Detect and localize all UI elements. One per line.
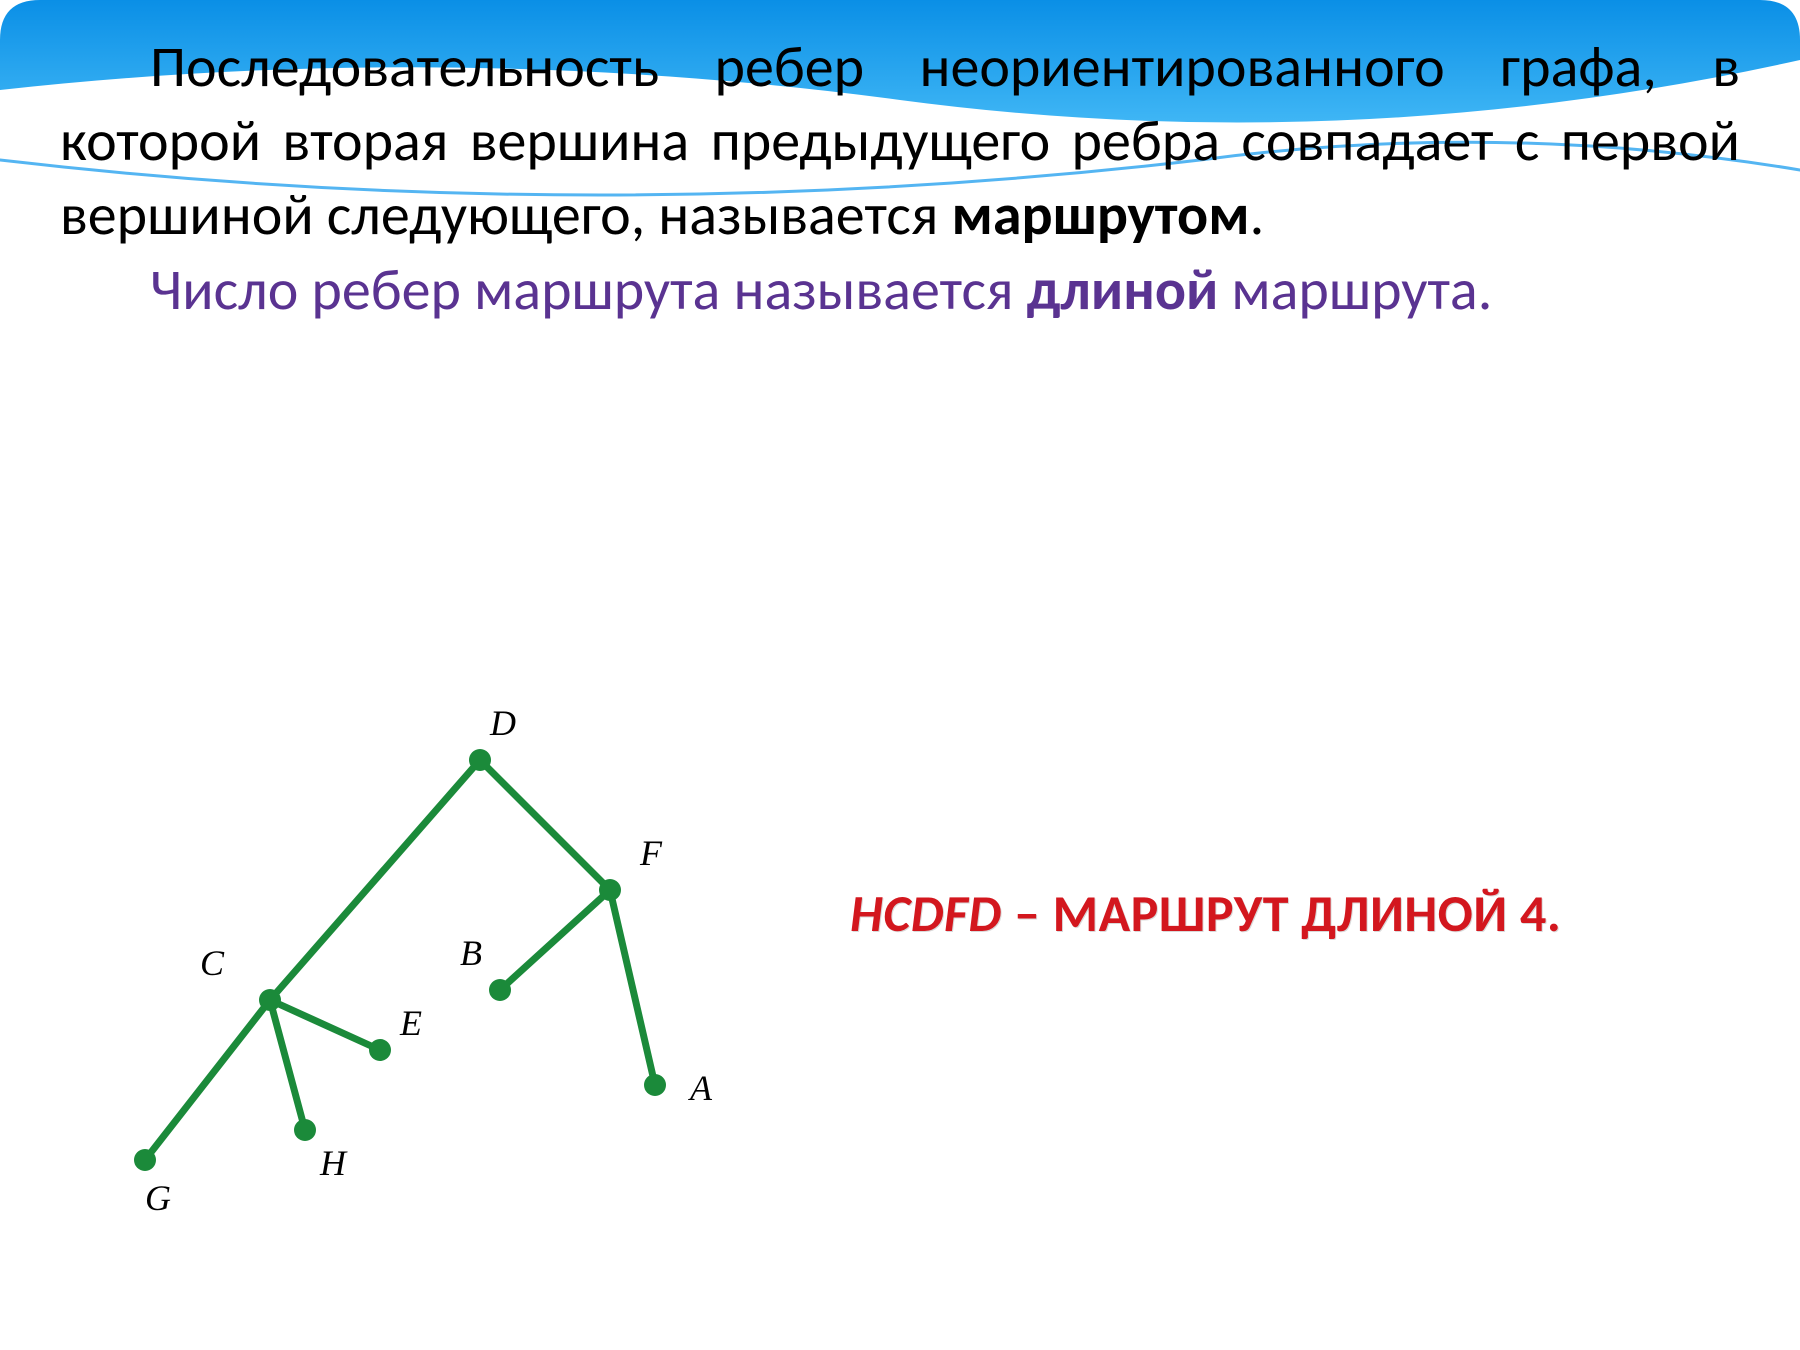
graph-edge bbox=[270, 1000, 305, 1130]
graph-node-label: H bbox=[319, 1143, 348, 1183]
graph-edge bbox=[270, 760, 480, 1000]
graph-node bbox=[489, 979, 511, 1001]
graph-diagram: D F B A C E H G bbox=[90, 650, 810, 1270]
graph-node-label: C bbox=[200, 943, 225, 983]
graph-edge bbox=[145, 1000, 270, 1160]
definition-text: Последовательность ребер неориентированн… bbox=[60, 30, 1740, 327]
graph-node bbox=[599, 879, 621, 901]
graph-node bbox=[644, 1074, 666, 1096]
graph-node-label: F bbox=[639, 833, 663, 873]
graph-node bbox=[369, 1039, 391, 1061]
graph-edge bbox=[500, 890, 610, 990]
graph-node-label: G bbox=[145, 1178, 171, 1218]
para2-post: маршрута. bbox=[1218, 254, 1492, 325]
graph-node-label: D bbox=[489, 703, 516, 743]
para1-pre: Последовательность ребер неориентированн… bbox=[60, 31, 1740, 250]
slide: Последовательность ребер неориентированн… bbox=[0, 0, 1800, 1350]
para1-bold: маршрутом bbox=[952, 179, 1250, 250]
graph-edge bbox=[270, 1000, 380, 1050]
graph-edge bbox=[480, 760, 610, 890]
para2-pre: Число ребер маршрута называется bbox=[150, 254, 1027, 325]
graph-node-label: E bbox=[399, 1003, 422, 1043]
route-post: . bbox=[1547, 881, 1561, 945]
graph-node bbox=[134, 1149, 156, 1171]
route-caption: HCDFD – МАРШРУТ ДЛИНОЙ 4. bbox=[850, 880, 1670, 948]
graph-node-label: B bbox=[460, 933, 482, 973]
graph-node bbox=[469, 749, 491, 771]
graph-node bbox=[259, 989, 281, 1011]
route-sequence: HCDFD bbox=[850, 881, 1002, 945]
para2-bold: длиной bbox=[1027, 254, 1219, 325]
route-mid: – МАРШРУТ ДЛИНОЙ bbox=[1002, 881, 1520, 945]
graph-edge bbox=[610, 890, 655, 1085]
graph-node-label: A bbox=[688, 1068, 713, 1108]
route-length: 4 bbox=[1520, 881, 1547, 945]
para1-post: . bbox=[1250, 179, 1265, 250]
graph-node bbox=[294, 1119, 316, 1141]
